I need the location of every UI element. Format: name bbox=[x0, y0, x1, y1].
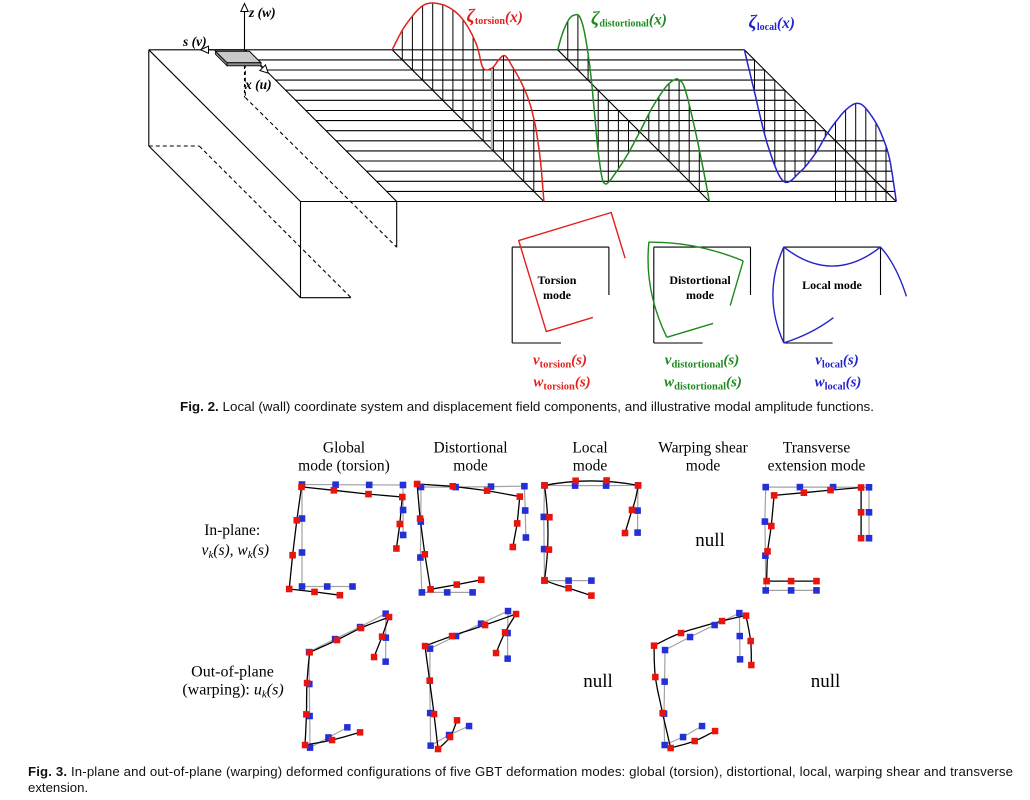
svg-text:z (w): z (w) bbox=[248, 5, 276, 20]
svg-text:Local mode: Local mode bbox=[802, 278, 862, 292]
svg-text:vlocal(s): vlocal(s) bbox=[815, 353, 859, 371]
svg-text:(warping): uk(s): (warping): uk(s) bbox=[182, 682, 283, 701]
svg-text:wlocal(s): wlocal(s) bbox=[815, 375, 862, 393]
svg-text:Distortional: Distortional bbox=[669, 273, 731, 287]
svg-text:s (v): s (v) bbox=[182, 34, 207, 49]
svg-text:extension mode: extension mode bbox=[768, 458, 866, 475]
svg-text:wtorsion(s): wtorsion(s) bbox=[533, 375, 590, 393]
svg-text:extension.: extension. bbox=[28, 780, 88, 795]
svg-text:null: null bbox=[583, 671, 613, 692]
svg-text:Warping shear: Warping shear bbox=[658, 440, 748, 457]
svg-text:Transverse: Transverse bbox=[783, 440, 851, 457]
svg-text:wdistortional(s): wdistortional(s) bbox=[664, 375, 742, 393]
svg-text:Out-of-plane: Out-of-plane bbox=[191, 664, 274, 681]
svg-text:Local: Local bbox=[572, 440, 607, 457]
svg-text:ζtorsion(x): ζtorsion(x) bbox=[467, 6, 523, 27]
svg-text:x (u): x (u) bbox=[244, 77, 272, 92]
svg-text:vk(s), wk(s): vk(s), wk(s) bbox=[202, 542, 269, 561]
svg-text:Global: Global bbox=[323, 440, 365, 457]
svg-text:mode: mode bbox=[686, 288, 715, 302]
svg-text:mode: mode bbox=[686, 458, 721, 475]
svg-text:null: null bbox=[695, 530, 725, 551]
svg-text:Distortional: Distortional bbox=[433, 440, 507, 457]
svg-text:mode: mode bbox=[573, 458, 608, 475]
svg-text:ζdistortional(x): ζdistortional(x) bbox=[591, 9, 667, 30]
svg-text:vtorsion(s): vtorsion(s) bbox=[533, 353, 587, 371]
svg-text:Fig. 2. Local (wall) coordinat: Fig. 2. Local (wall) coordinate system a… bbox=[180, 399, 874, 414]
svg-text:Torsion: Torsion bbox=[538, 273, 577, 287]
svg-text:mode: mode bbox=[453, 458, 488, 475]
svg-text:vdistortional(s): vdistortional(s) bbox=[665, 353, 739, 371]
svg-text:ζlocal(x): ζlocal(x) bbox=[749, 12, 795, 33]
svg-text:mode: mode bbox=[543, 288, 572, 302]
svg-text:Fig. 3. In-plane and out-of-pl: Fig. 3. In-plane and out-of-plane (warpi… bbox=[28, 764, 1013, 779]
svg-text:In-plane:: In-plane: bbox=[204, 522, 260, 539]
svg-text:null: null bbox=[811, 671, 841, 692]
svg-text:mode (torsion): mode (torsion) bbox=[298, 458, 390, 475]
